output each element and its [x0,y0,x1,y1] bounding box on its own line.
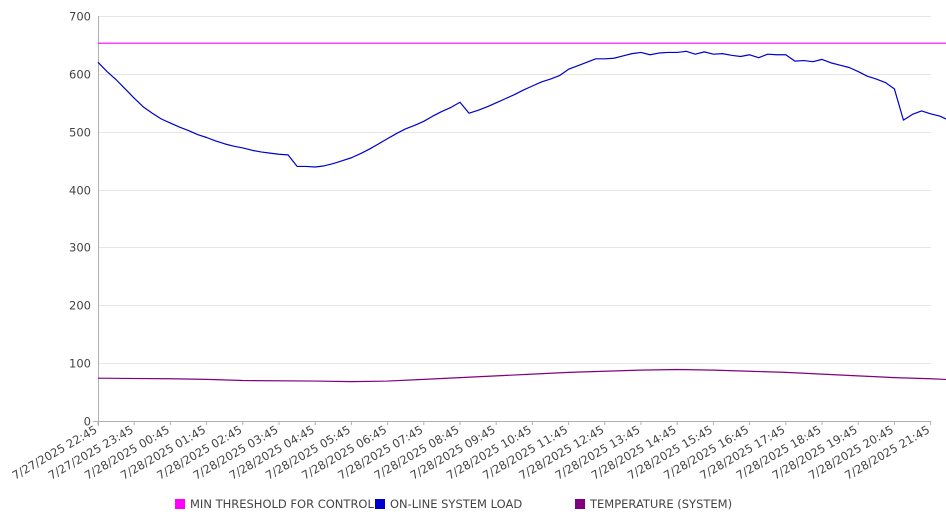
y-tick-label-200: 200 [69,299,91,313]
y-tick-label-700: 700 [69,10,91,24]
legend-item-min-threshold[interactable]: MIN THRESHOLD FOR CONTROL [175,497,374,511]
legend-label-system-load: ON-LINE SYSTEM LOAD [390,497,523,511]
y-axis-tick-labels: 0 100 200 300 400 500 600 700 [69,10,91,429]
legend-item-temperature[interactable]: TEMPERATURE (SYSTEM) [575,497,732,511]
y-tick-label-300: 300 [69,241,91,255]
legend-swatch-min-threshold [175,499,185,509]
grid [98,16,931,364]
plot-area [97,42,946,383]
series-system-load-line [97,50,946,168]
y-tick-label-500: 500 [69,126,91,140]
y-tick-label-400: 400 [69,184,91,198]
legend-label-temperature: TEMPERATURE (SYSTEM) [590,497,733,511]
y-tick-label-0: 0 [84,415,91,429]
y-tick-label-100: 100 [69,357,91,371]
y-tick-label-600: 600 [69,68,91,82]
legend-label-min-threshold: MIN THRESHOLD FOR CONTROL [190,497,374,511]
x-axis-tick-labels: 7/27/2025 22:457/27/2025 23:457/28/2025 … [10,422,933,482]
legend-item-system-load[interactable]: ON-LINE SYSTEM LOAD [375,497,522,511]
axes [93,16,932,426]
legend-swatch-system-load [375,499,385,509]
legend: MIN THRESHOLD FOR CONTROL ON-LINE SYSTEM… [0,497,946,515]
series-temperature-line [97,368,946,383]
legend-swatch-temperature [575,499,585,509]
